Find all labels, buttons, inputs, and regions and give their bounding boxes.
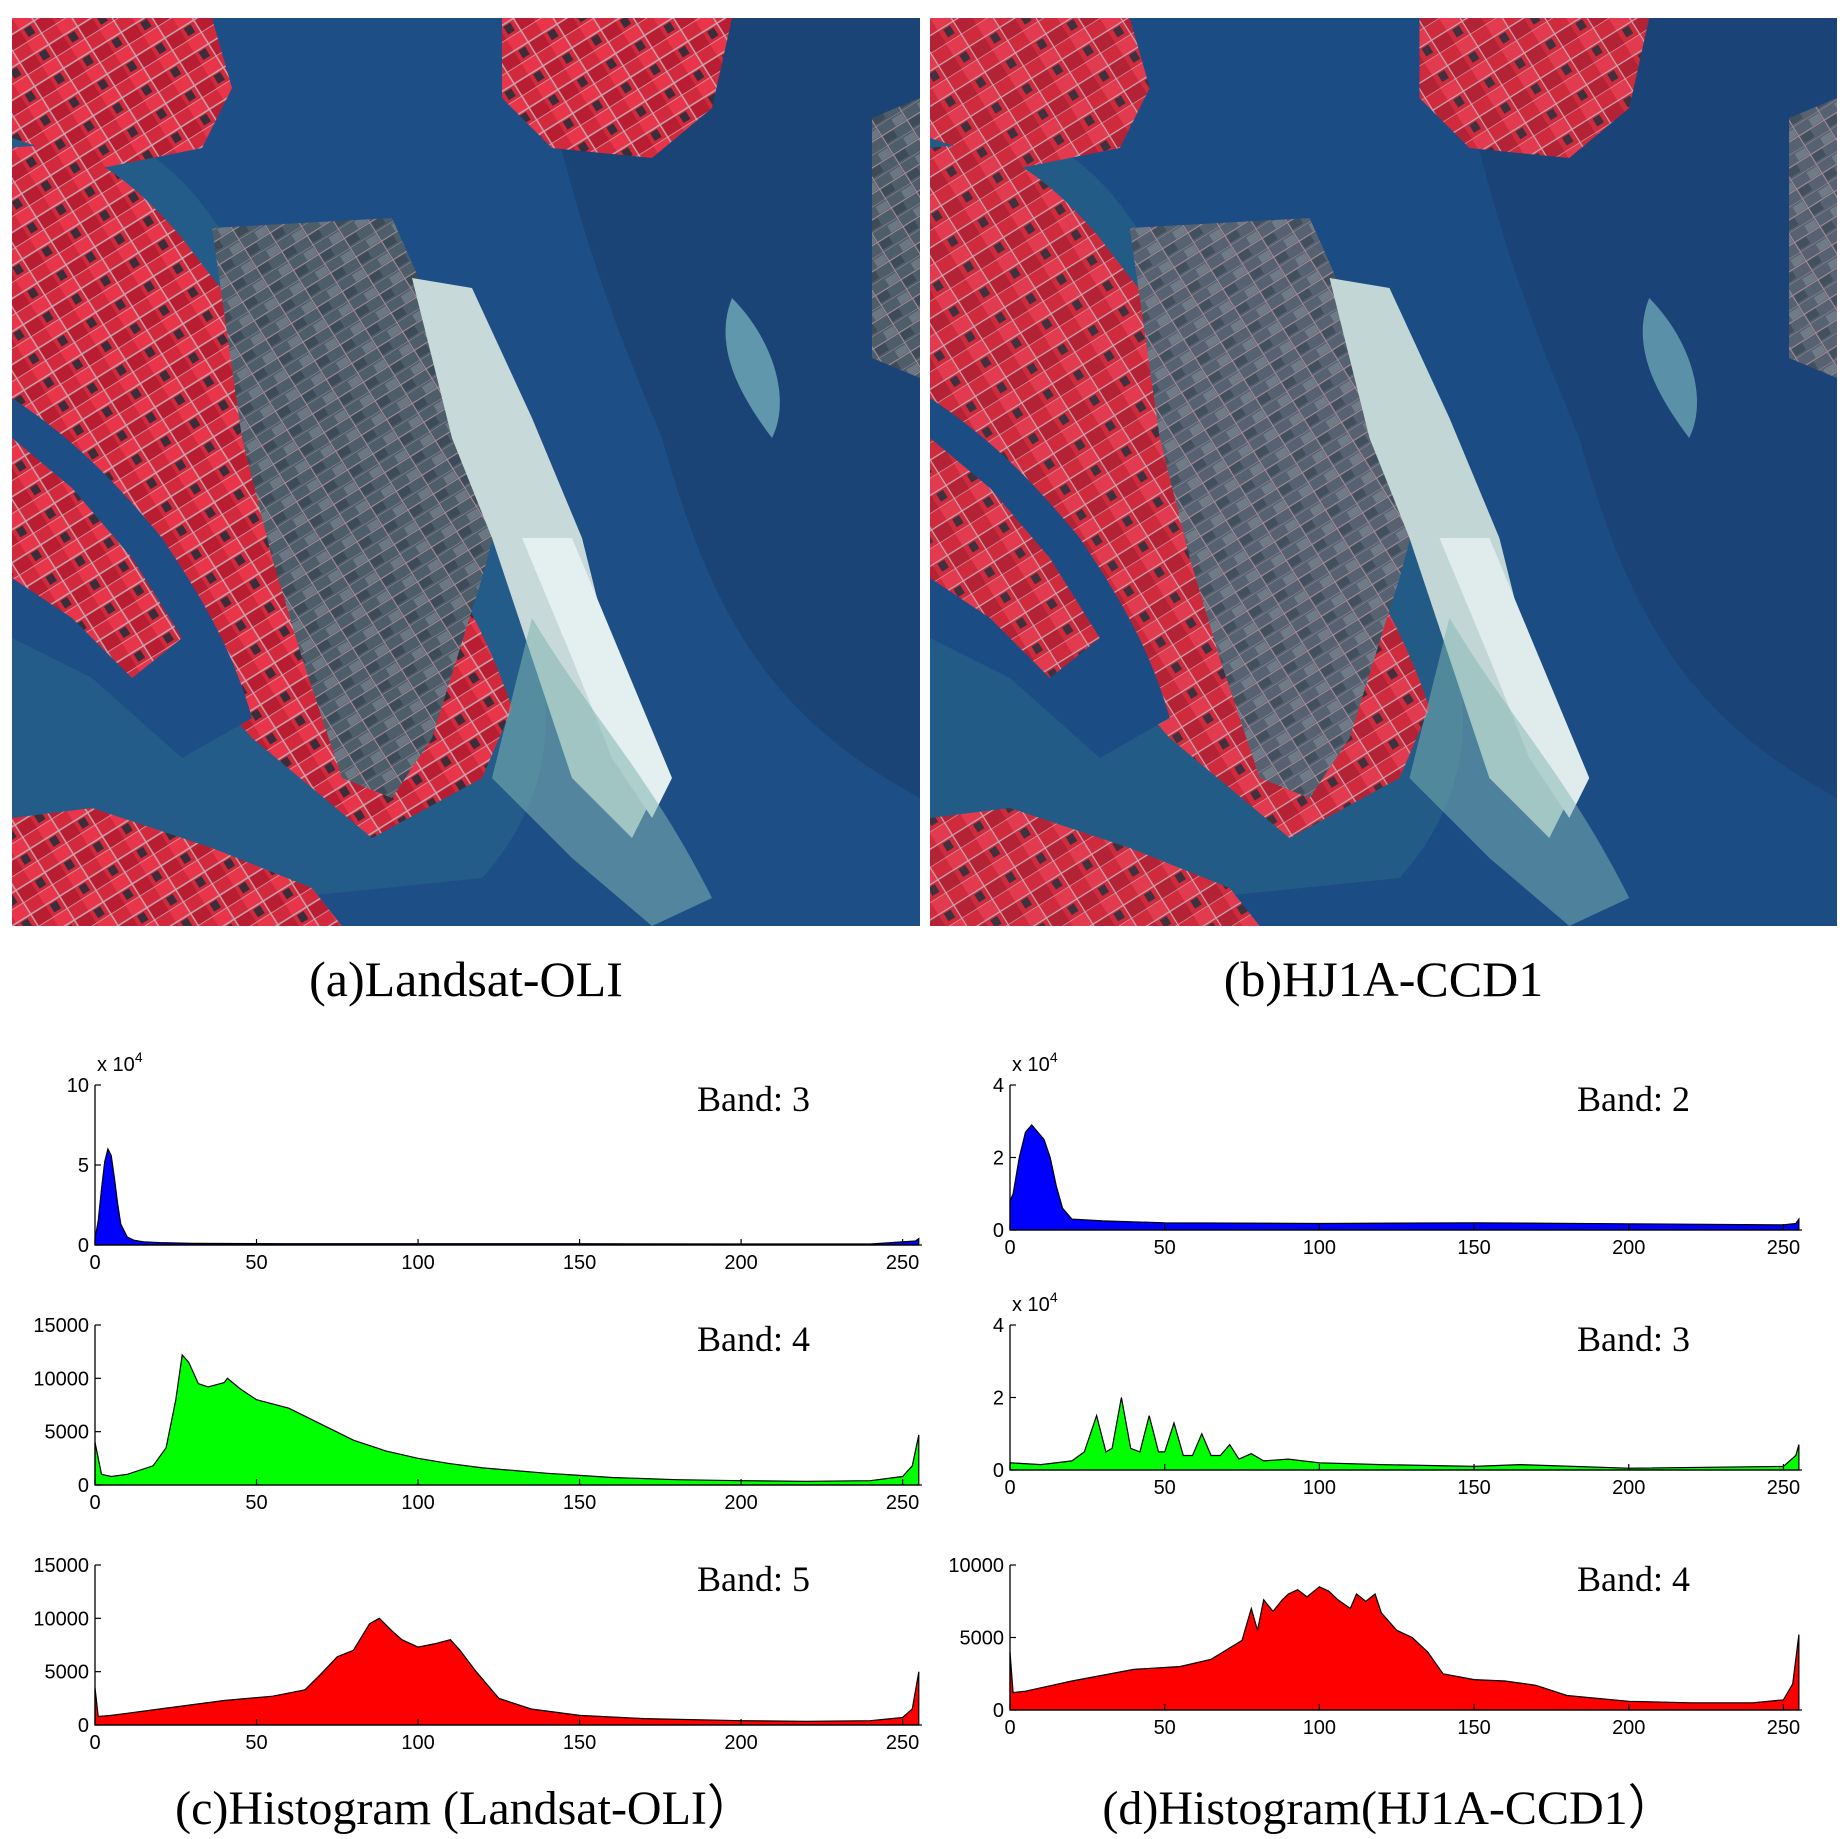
hist-d-0-scale-exponent: 4 <box>1050 1049 1058 1065</box>
hist-d-0-xtick-label: 0 <box>1004 1237 1015 1259</box>
hist-c-2-xtick-label: 200 <box>724 1732 757 1754</box>
hist-c-1-ytick-label: 10000 <box>33 1368 89 1390</box>
histogram-landsat-band3: 0 50 100 150 200 250 0 5 10 x 104 Band: 3 <box>0 1040 930 1280</box>
hist-d-0-area <box>1009 1123 1800 1231</box>
hist-d-1-ytick-label: 0 <box>993 1460 1004 1482</box>
hist-c-0-xtick-label: 50 <box>245 1252 267 1274</box>
hist-c-2-band-label: Band: 5 <box>697 1559 810 1599</box>
hist-d-0-xtick-label: 250 <box>1767 1237 1800 1259</box>
hist-c-2-xtick-label: 250 <box>886 1732 919 1754</box>
hist-d-1-scale-exponent: 4 <box>1050 1289 1058 1305</box>
hist-d-0-ytick-label: 0 <box>993 1220 1004 1242</box>
hist-c-0-area <box>94 1147 920 1246</box>
caption-landsat: (a)Landsat-OLI <box>309 951 623 1007</box>
hist-d-1-ytick-label: 4 <box>993 1315 1004 1337</box>
histogram-landsat-band5: 0 50 100 150 200 250 0 5000 10000 15000 Band: 5 <box>0 1520 930 1760</box>
hist-c-0-xtick-label: 250 <box>886 1252 919 1274</box>
hist-c-1-xtick-label: 50 <box>245 1492 267 1514</box>
hist-c-1-ytick-label: 5000 <box>45 1422 90 1444</box>
hist-d-1-xtick-label: 200 <box>1612 1477 1645 1499</box>
histogram-landsat-band5-svg: 0 50 100 150 200 250 0 5000 10000 15000 Band: 5 <box>33 1555 922 1754</box>
hist-d-2-ytick-label: 10000 <box>948 1555 1004 1577</box>
hist-c-1-xtick-label: 150 <box>563 1492 596 1514</box>
hist-d-2-xtick-label: 150 <box>1457 1717 1490 1739</box>
hist-c-1-xtick-label: 0 <box>89 1492 100 1514</box>
hist-c-0-band-label: Band: 3 <box>697 1079 810 1119</box>
hist-c-0-ytick-label: 0 <box>78 1235 89 1257</box>
histogram-hj1a-band2: 0 50 100 150 200 250 0 2 4 x 104 Band: 2 <box>930 1040 1848 1280</box>
hist-c-2-xtick-label: 0 <box>89 1732 100 1754</box>
hist-d-0-xtick-label: 150 <box>1457 1237 1490 1259</box>
hist-c-0-scale-label: x 104 <box>97 1049 143 1076</box>
satellite-image-landsat <box>12 18 920 926</box>
hist-d-2-xtick-label: 250 <box>1767 1717 1800 1739</box>
hist-d-2-xtick-label: 100 <box>1303 1717 1336 1739</box>
hist-d-2-xtick-label: 200 <box>1612 1717 1645 1739</box>
hist-d-0-band-label: Band: 2 <box>1577 1079 1690 1119</box>
hist-c-0-ytick-label: 5 <box>78 1155 89 1177</box>
satellite-image-hj1a <box>930 18 1837 926</box>
hist-d-1-band-label: Band: 3 <box>1577 1319 1690 1359</box>
hist-d-1-xtick-label: 0 <box>1004 1477 1015 1499</box>
hist-d-0-xtick-label: 50 <box>1154 1237 1176 1259</box>
hist-c-0-xtick-label: 100 <box>401 1252 434 1274</box>
hist-c-1-ytick-label: 15000 <box>33 1315 89 1337</box>
hist-c-1-band-label: Band: 4 <box>697 1319 810 1359</box>
hist-d-1-xtick-label: 50 <box>1154 1477 1176 1499</box>
histogram-hj1a-band4-svg: 0 50 100 150 200 250 0 5000 10000 Band: 4 <box>948 1555 1802 1739</box>
hist-c-1-area <box>94 1353 920 1486</box>
hist-c-0-ytick-label: 10 <box>67 1075 89 1097</box>
hist-d-2-xtick-label: 0 <box>1004 1717 1015 1739</box>
hist-c-2-ytick-label: 5000 <box>45 1662 90 1684</box>
hist-d-1-xtick-label: 250 <box>1767 1477 1800 1499</box>
hist-d-2-ytick-label: 0 <box>993 1700 1004 1722</box>
hist-c-2-xtick-label: 150 <box>563 1732 596 1754</box>
hist-d-2-band-label: Band: 4 <box>1577 1559 1690 1599</box>
histogram-landsat-band4: 0 50 100 150 200 250 0 5000 10000 15000 Band: 4 <box>0 1280 930 1520</box>
hist-c-2-xtick-label: 50 <box>245 1732 267 1754</box>
caption-histogram-landsat: (c)Histogram (Landsat-OLI） <box>175 1782 755 1835</box>
hist-d-2-ytick-label: 5000 <box>960 1628 1005 1650</box>
hist-d-2-area <box>1009 1586 1800 1711</box>
satellite-image-hj1a-graphic <box>930 18 1837 926</box>
hist-c-1-xtick-label: 200 <box>724 1492 757 1514</box>
hist-d-1-ytick-label: 2 <box>993 1388 1004 1410</box>
caption-hj1a: (b)HJ1A-CCD1 <box>1223 951 1544 1007</box>
hist-d-0-scale-label: x 104 <box>1012 1049 1058 1076</box>
hist-c-0-scale-exponent: 4 <box>135 1049 143 1065</box>
hist-d-1-scale-label: x 104 <box>1012 1289 1058 1316</box>
hist-d-0-xtick-label: 100 <box>1303 1237 1336 1259</box>
satellite-image-landsat-graphic <box>12 18 920 926</box>
hist-c-1-xtick-label: 250 <box>886 1492 919 1514</box>
hist-c-2-ytick-label: 10000 <box>33 1608 89 1630</box>
hist-d-1-xtick-label: 100 <box>1303 1477 1336 1499</box>
hist-d-0-ytick-label: 4 <box>993 1075 1004 1097</box>
hist-c-0-xtick-label: 0 <box>89 1252 100 1274</box>
histogram-hj1a-band3: 0 50 100 150 200 250 0 2 4 x 104 Band: 3 <box>930 1280 1848 1520</box>
hist-c-2-area <box>94 1617 920 1726</box>
histogram-landsat-band4-svg: 0 50 100 150 200 250 0 5000 10000 15000 Band: 4 <box>33 1315 922 1514</box>
hist-c-2-ytick-label: 15000 <box>33 1555 89 1577</box>
hist-d-1-xtick-label: 150 <box>1457 1477 1490 1499</box>
hist-c-2-xtick-label: 100 <box>401 1732 434 1754</box>
hist-c-0-xtick-label: 150 <box>563 1252 596 1274</box>
hist-d-0-ytick-label: 2 <box>993 1148 1004 1170</box>
hist-d-1-area <box>1009 1397 1800 1471</box>
histogram-landsat-band3-svg: 0 50 100 150 200 250 0 5 10 x 104 Band: 3 <box>67 1049 922 1274</box>
hist-d-0-xtick-label: 200 <box>1612 1237 1645 1259</box>
hist-c-1-xtick-label: 100 <box>401 1492 434 1514</box>
hist-c-1-ytick-label: 0 <box>78 1475 89 1497</box>
hist-c-0-xtick-label: 200 <box>724 1252 757 1274</box>
hist-d-2-xtick-label: 50 <box>1154 1717 1176 1739</box>
hist-c-2-ytick-label: 0 <box>78 1715 89 1737</box>
histogram-hj1a-band4: 0 50 100 150 200 250 0 5000 10000 Band: 4 <box>930 1520 1848 1760</box>
caption-histogram-hj1a: (d)Histogram(HJ1A-CCD1） <box>1102 1782 1676 1835</box>
